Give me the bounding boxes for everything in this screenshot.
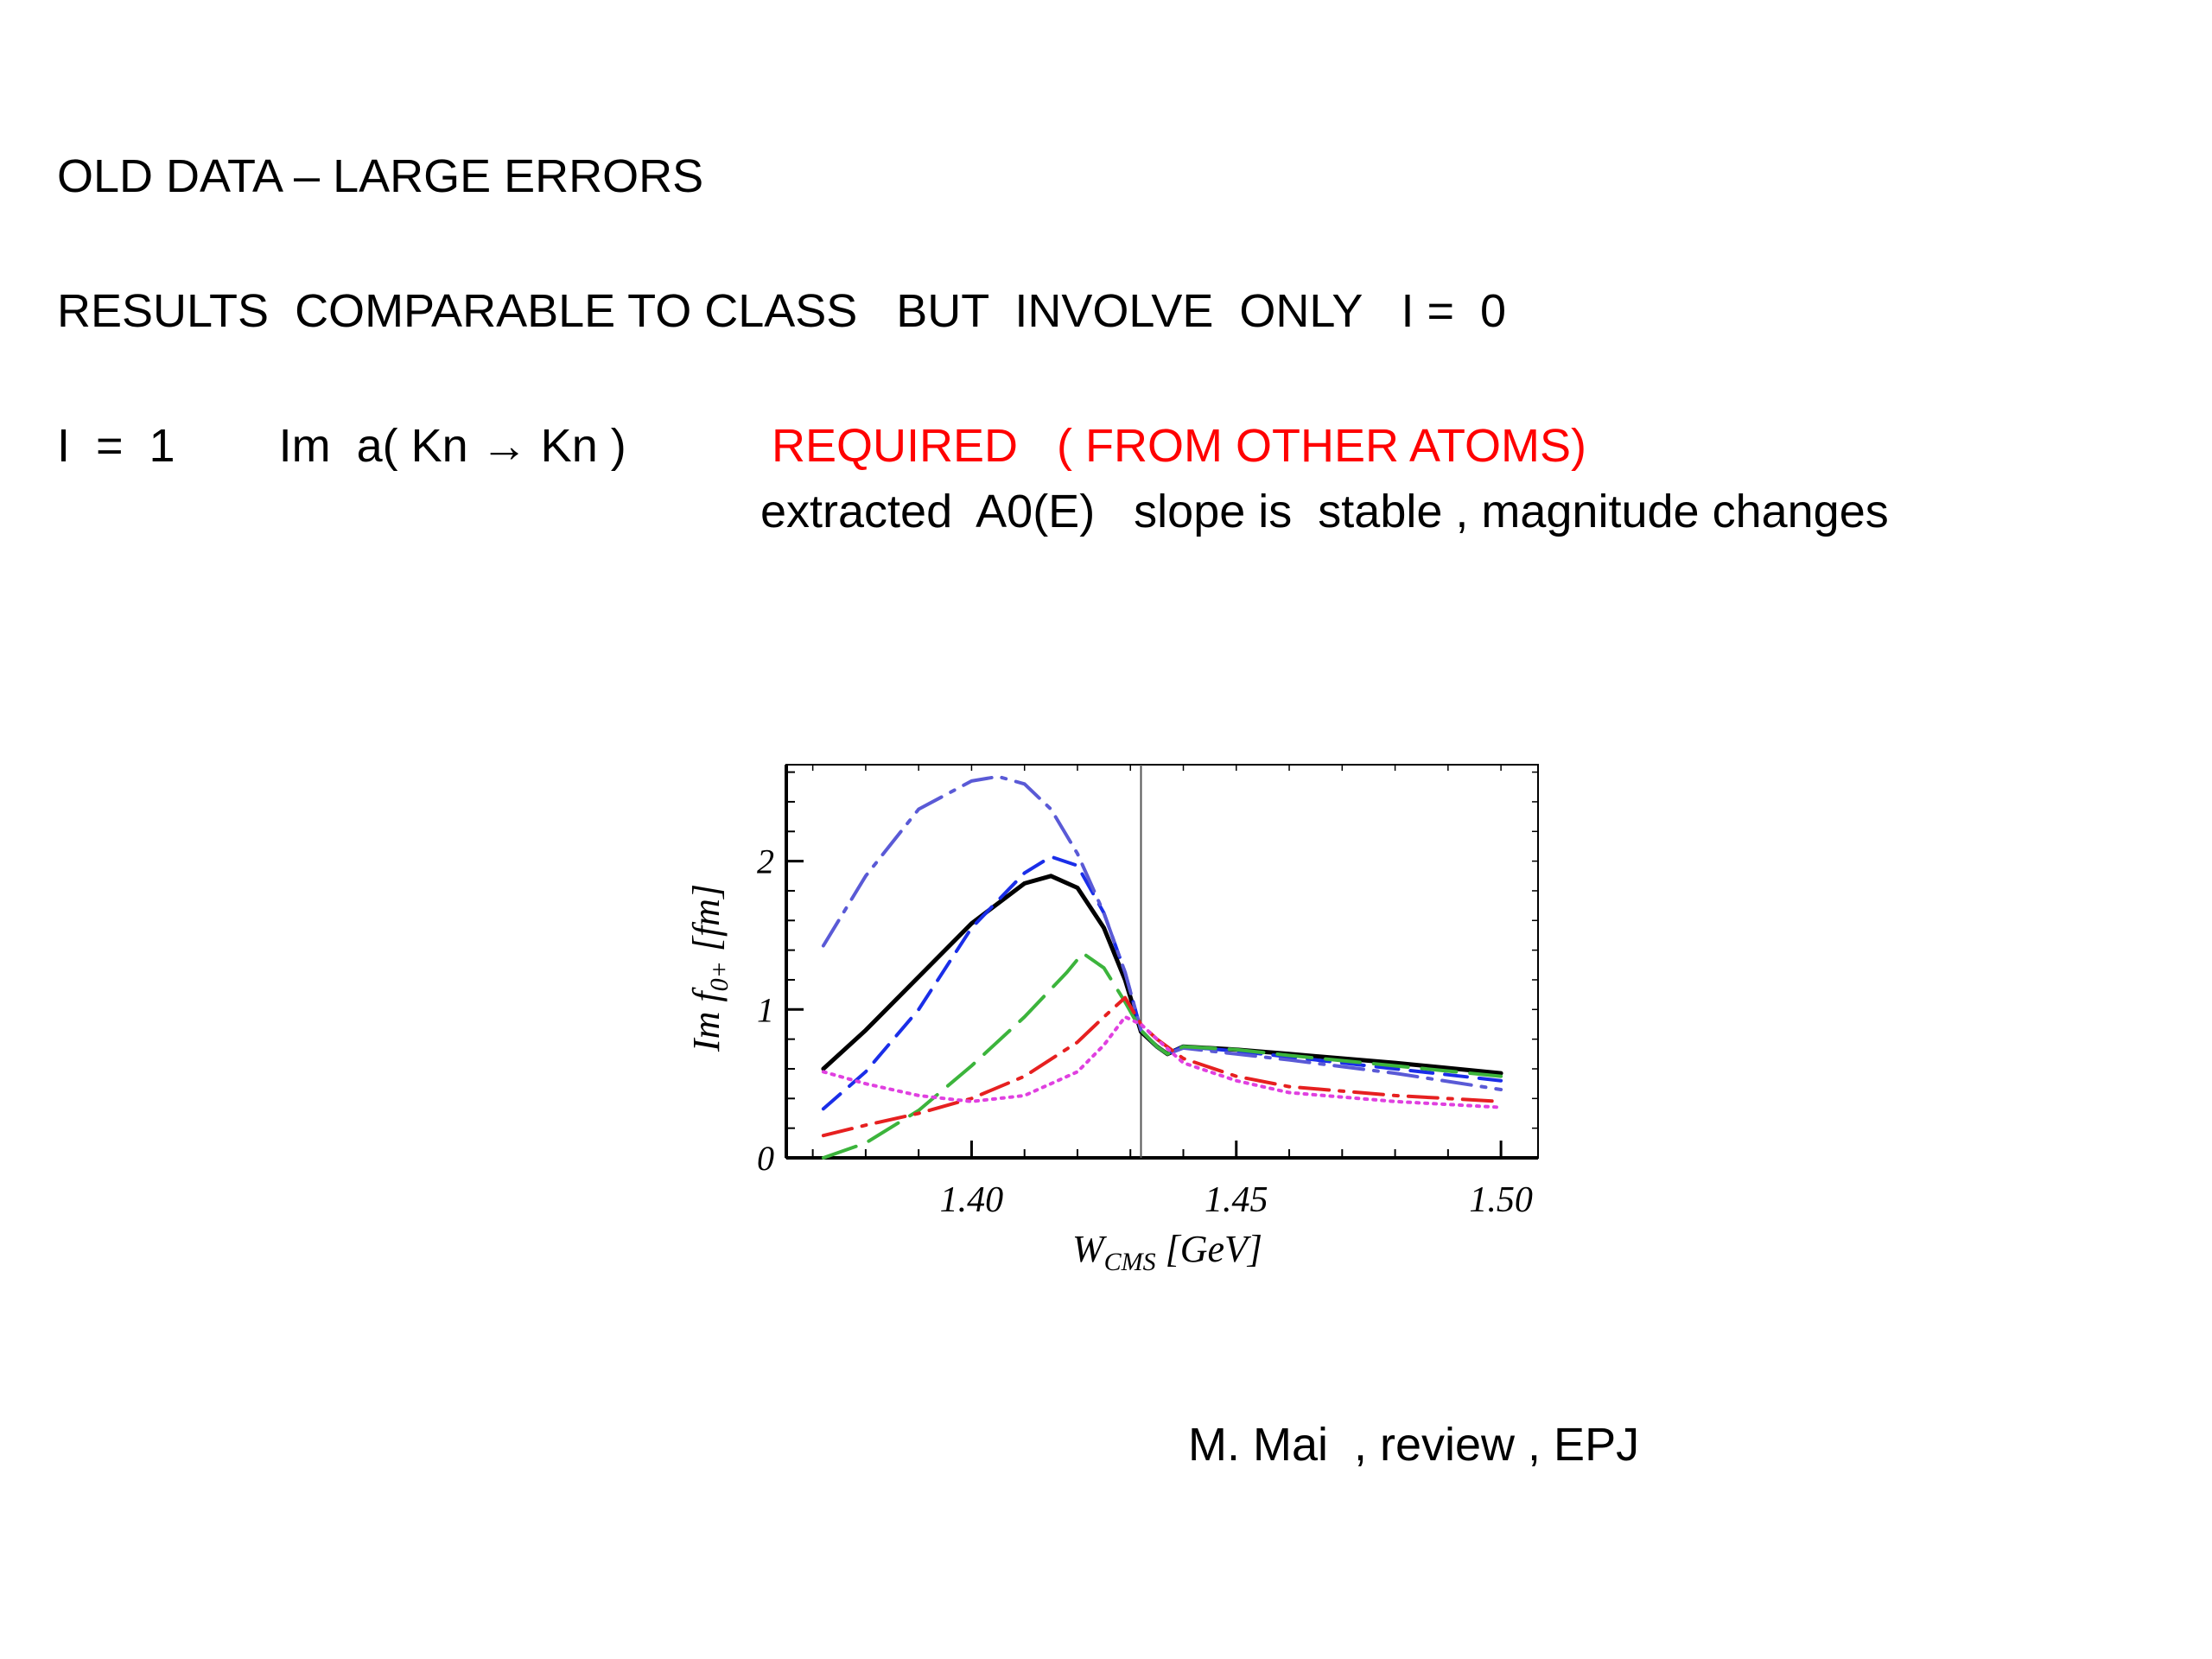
citation: M. Mai , review , EPJ bbox=[1188, 1419, 1640, 1471]
series-line-2 bbox=[821, 855, 1503, 1111]
x-tick-label: 1.50 bbox=[1469, 1180, 1533, 1220]
chart-im-f0plus: 1.40 1.45 1.50 0 1 2 Im f0+ [fm] WCMS [GeV] bbox=[685, 764, 1539, 1276]
x-tick-label: 1.45 bbox=[1205, 1180, 1268, 1220]
series-line-5 bbox=[821, 995, 1503, 1138]
slide-line-old-data: OLD DATA – LARGE ERRORS bbox=[57, 150, 704, 202]
series-group bbox=[821, 774, 1503, 1160]
y-tick-label: 2 bbox=[757, 842, 774, 881]
slide-line-required: REQUIRED ( FROM OTHER ATOMS) bbox=[772, 420, 1587, 472]
plot-area: 1.40 1.45 1.50 0 1 2 bbox=[757, 764, 1539, 1220]
y-tick-label: 0 bbox=[757, 1139, 774, 1178]
series-line-3 bbox=[821, 774, 1503, 1091]
y-axis-label: Im f0+ [fm] bbox=[685, 884, 734, 1052]
x-axis-label: WCMS [GeV] bbox=[1072, 1228, 1262, 1276]
slide-line-results: RESULTS COMPARABLE TO CLASS BUT INVOLVE … bbox=[57, 285, 1507, 337]
x-tick-label: 1.40 bbox=[940, 1180, 1004, 1220]
y-tick-label: 1 bbox=[757, 990, 774, 1029]
slide-line-extracted: extracted A0(E) slope is stable , magnit… bbox=[760, 486, 1889, 537]
series-line-6 bbox=[821, 1014, 1503, 1109]
slide-line-isospin: I = 1 Im a( Kn → Kn ) bbox=[57, 420, 626, 472]
series-line-4 bbox=[821, 951, 1503, 1160]
